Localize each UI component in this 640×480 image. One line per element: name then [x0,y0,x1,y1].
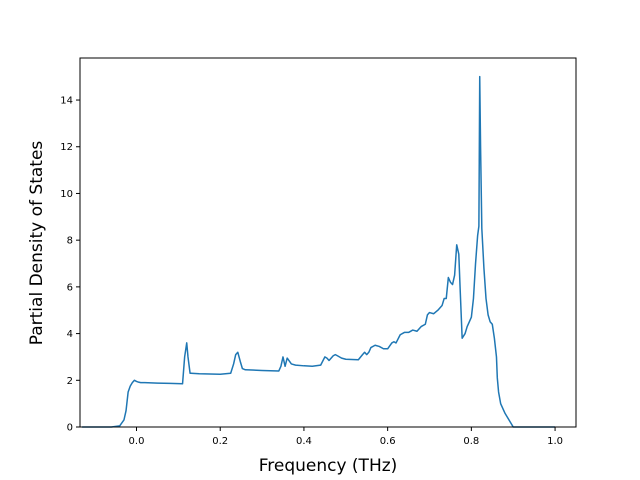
y-tick-label: 2 [67,376,73,387]
y-axis-label: Partial Density of States [27,141,47,346]
pdos-series-line-0 [82,75,556,428]
y-tick-label: 0 [67,423,73,434]
x-tick-label: 0.6 [380,436,396,447]
y-tick-label: 8 [67,236,73,247]
x-tick-label: 0.2 [212,436,228,447]
y-tick-label: 4 [67,329,73,340]
y-tick-label: 6 [67,282,73,293]
x-tick-label: 0.8 [463,436,479,447]
y-tick-label: 12 [60,142,73,153]
x-tick-label: 0.0 [129,436,145,447]
x-tick-label: 1.0 [547,436,563,447]
x-tick-label: 0.4 [296,436,312,447]
y-tick-label: 14 [60,96,73,107]
y-tick-label: 10 [60,189,73,200]
x-axis-label: Frequency (THz) [259,456,398,476]
plot-frame [79,57,577,428]
